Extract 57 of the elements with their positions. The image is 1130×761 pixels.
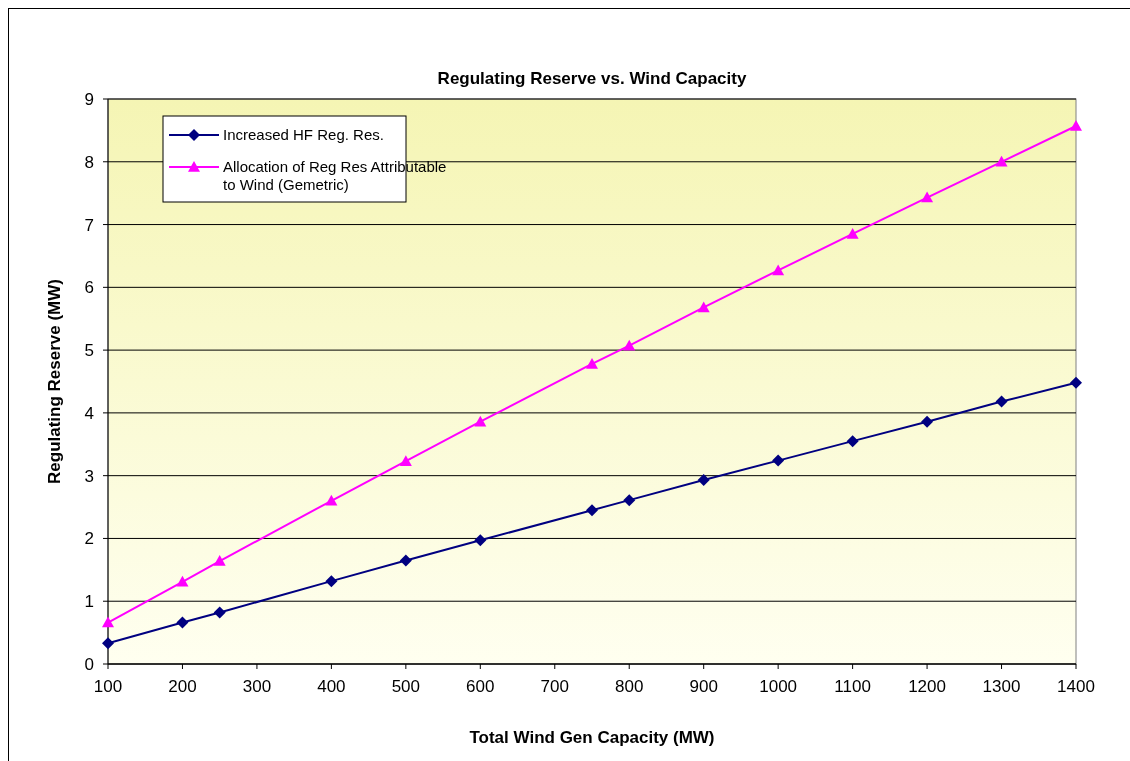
x-tick-label: 600 [466,677,495,696]
point [921,415,934,428]
y-tick-label: 2 [84,529,94,549]
point [586,357,598,369]
legend-label: Allocation of Reg Res Attributable to Wind (Gemetric) [223,158,447,194]
x-tick-label: 1100 [834,677,871,696]
legend-label: Increased HF Reg. Res. [223,126,384,144]
x-tick-label: 500 [391,677,421,696]
point [995,395,1008,408]
x-tick-label: 200 [168,677,197,696]
point [325,494,338,506]
point [399,455,412,467]
y-axis-title: Regulating Reserve (MW) [45,279,64,484]
point [474,534,487,547]
point [176,575,189,587]
x-tick-label: 1300 [982,677,1021,696]
point [772,264,785,276]
point [623,339,636,351]
point [213,555,226,566]
point [102,637,114,650]
y-tick-label: 7 [84,215,94,235]
point [623,494,636,507]
x-tick-label: 400 [317,677,346,696]
y-tick-label: 0 [84,654,94,674]
y-tick-label: 6 [84,278,94,298]
x-tick-label: 1400 [1057,677,1095,696]
chart-title: Regulating Reserve vs. Wind Capacity [437,69,747,88]
point [102,616,114,628]
x-axis-title: Total Wind Gen Capacity (MW) [469,728,715,747]
point [697,474,710,487]
x-tick-label: 1000 [759,677,798,696]
point [846,227,859,239]
point [325,575,338,588]
point [176,616,189,629]
x-tick-label: 300 [242,677,272,696]
point [846,435,859,448]
x-tick-label: 900 [689,677,718,696]
point [213,606,226,619]
point [399,554,412,567]
point [586,504,598,517]
point [995,155,1008,167]
y-tick-label: 1 [84,592,94,612]
point [921,191,934,203]
point [1070,376,1082,389]
point [772,454,785,467]
y-tick-label: 5 [84,341,94,361]
y-tick-label: 3 [84,466,94,486]
point [697,301,710,313]
y-tick-label: 4 [84,403,94,423]
point [1070,119,1082,131]
y-tick-label: 9 [84,89,94,109]
x-tick-label: 800 [615,677,644,696]
x-tick-label: 100 [93,677,123,696]
x-tick-label: 1200 [908,677,946,696]
x-tick-label: 700 [540,677,569,696]
point [474,415,487,427]
y-tick-label: 8 [84,152,94,172]
